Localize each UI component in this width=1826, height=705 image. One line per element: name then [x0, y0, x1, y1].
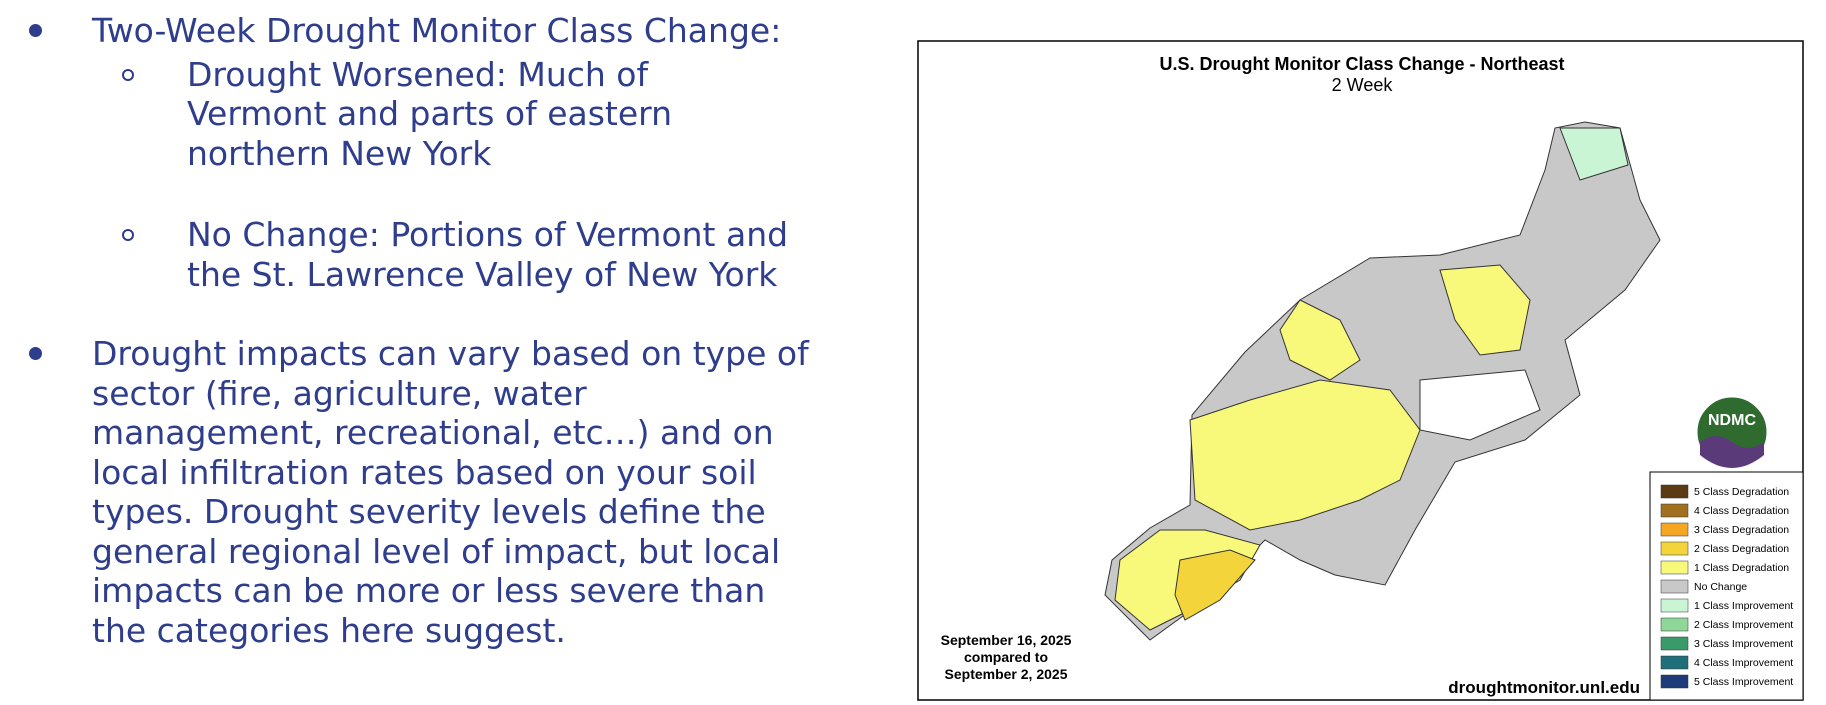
sub-bullet-text: No Change: Portions of Vermont and — [187, 215, 789, 254]
sub-bullet-text: northern New York — [187, 133, 492, 173]
map-date: September 2, 2025 — [945, 666, 1068, 682]
legend-label: 5 Class Improvement — [1694, 676, 1793, 688]
legend-swatch — [1660, 598, 1689, 613]
legend-swatch — [1660, 503, 1689, 518]
legend-swatch — [1660, 674, 1689, 689]
legend-swatch — [1660, 655, 1689, 670]
sub-bullet-ring — [122, 68, 134, 81]
sub-bullet-ring — [122, 229, 134, 241]
bullet-text: types. Drought severity levels define th… — [92, 492, 766, 531]
map-title: U.S. Drought Monitor Class Change - Nort… — [1159, 54, 1564, 74]
legend-label: No Change — [1694, 581, 1747, 593]
sub-bullet-text: Drought Worsened: Much of — [187, 54, 649, 94]
bullet-text: Two-Week Drought Monitor Class Change: — [92, 11, 782, 50]
region-degradation-2 — [1174, 549, 1256, 621]
legend-swatch — [1660, 522, 1689, 537]
bullet-text: Drought impacts can vary based on type o… — [92, 334, 809, 373]
region-degradation-1 — [1279, 299, 1361, 381]
region-map — [1104, 121, 1661, 641]
bullet-text: sector (fire, agriculture, water — [92, 373, 587, 413]
legend-swatch — [1660, 560, 1689, 575]
legend-label: 4 Class Degradation — [1694, 505, 1789, 517]
bullet-dot — [29, 347, 42, 360]
region-improvement-1 — [1559, 127, 1629, 181]
ndmc-logo — [1694, 394, 1770, 470]
legend-swatch — [1660, 541, 1689, 556]
map-date: compared to — [964, 649, 1048, 665]
legend-label: 5 Class Degradation — [1694, 486, 1789, 498]
legend-swatch — [1660, 617, 1689, 632]
bullet-text: the categories here suggest. — [92, 610, 566, 650]
bullet-text: impacts can be more or less severe than — [92, 571, 766, 610]
region-degradation-1 — [1189, 379, 1421, 531]
legend-label: 1 Class Degradation — [1694, 562, 1789, 574]
legend-label: 2 Class Degradation — [1694, 543, 1789, 555]
bullet-text: general regional level of impact, but lo… — [92, 531, 781, 571]
region-white — [1419, 369, 1541, 441]
sub-bullet-text: Vermont and parts of eastern — [187, 94, 673, 133]
legend-label: 2 Class Improvement — [1694, 619, 1793, 631]
legend-label: 1 Class Improvement — [1694, 600, 1793, 612]
map-url: droughtmonitor.unl.edu — [1448, 678, 1640, 697]
bullet-text: management, recreational, etc…) and on — [92, 413, 774, 452]
legend-label: 3 Class Degradation — [1694, 524, 1789, 536]
legend-swatch — [1660, 636, 1689, 651]
bullet-dot — [29, 24, 42, 37]
logo-text: NDMC — [1708, 412, 1756, 429]
legend-label: 4 Class Improvement — [1694, 657, 1793, 669]
map-subtitle: 2 Week — [1332, 75, 1394, 95]
legend-label: 3 Class Improvement — [1694, 638, 1793, 650]
legend-swatch — [1660, 484, 1689, 499]
bullet-text: local infiltration rates based on your s… — [92, 452, 757, 492]
region-degradation-1 — [1439, 264, 1531, 356]
map-date: September 16, 2025 — [941, 632, 1072, 648]
sub-bullet-text: the St. Lawrence Valley of New York — [187, 254, 778, 294]
legend-swatch — [1660, 579, 1689, 594]
